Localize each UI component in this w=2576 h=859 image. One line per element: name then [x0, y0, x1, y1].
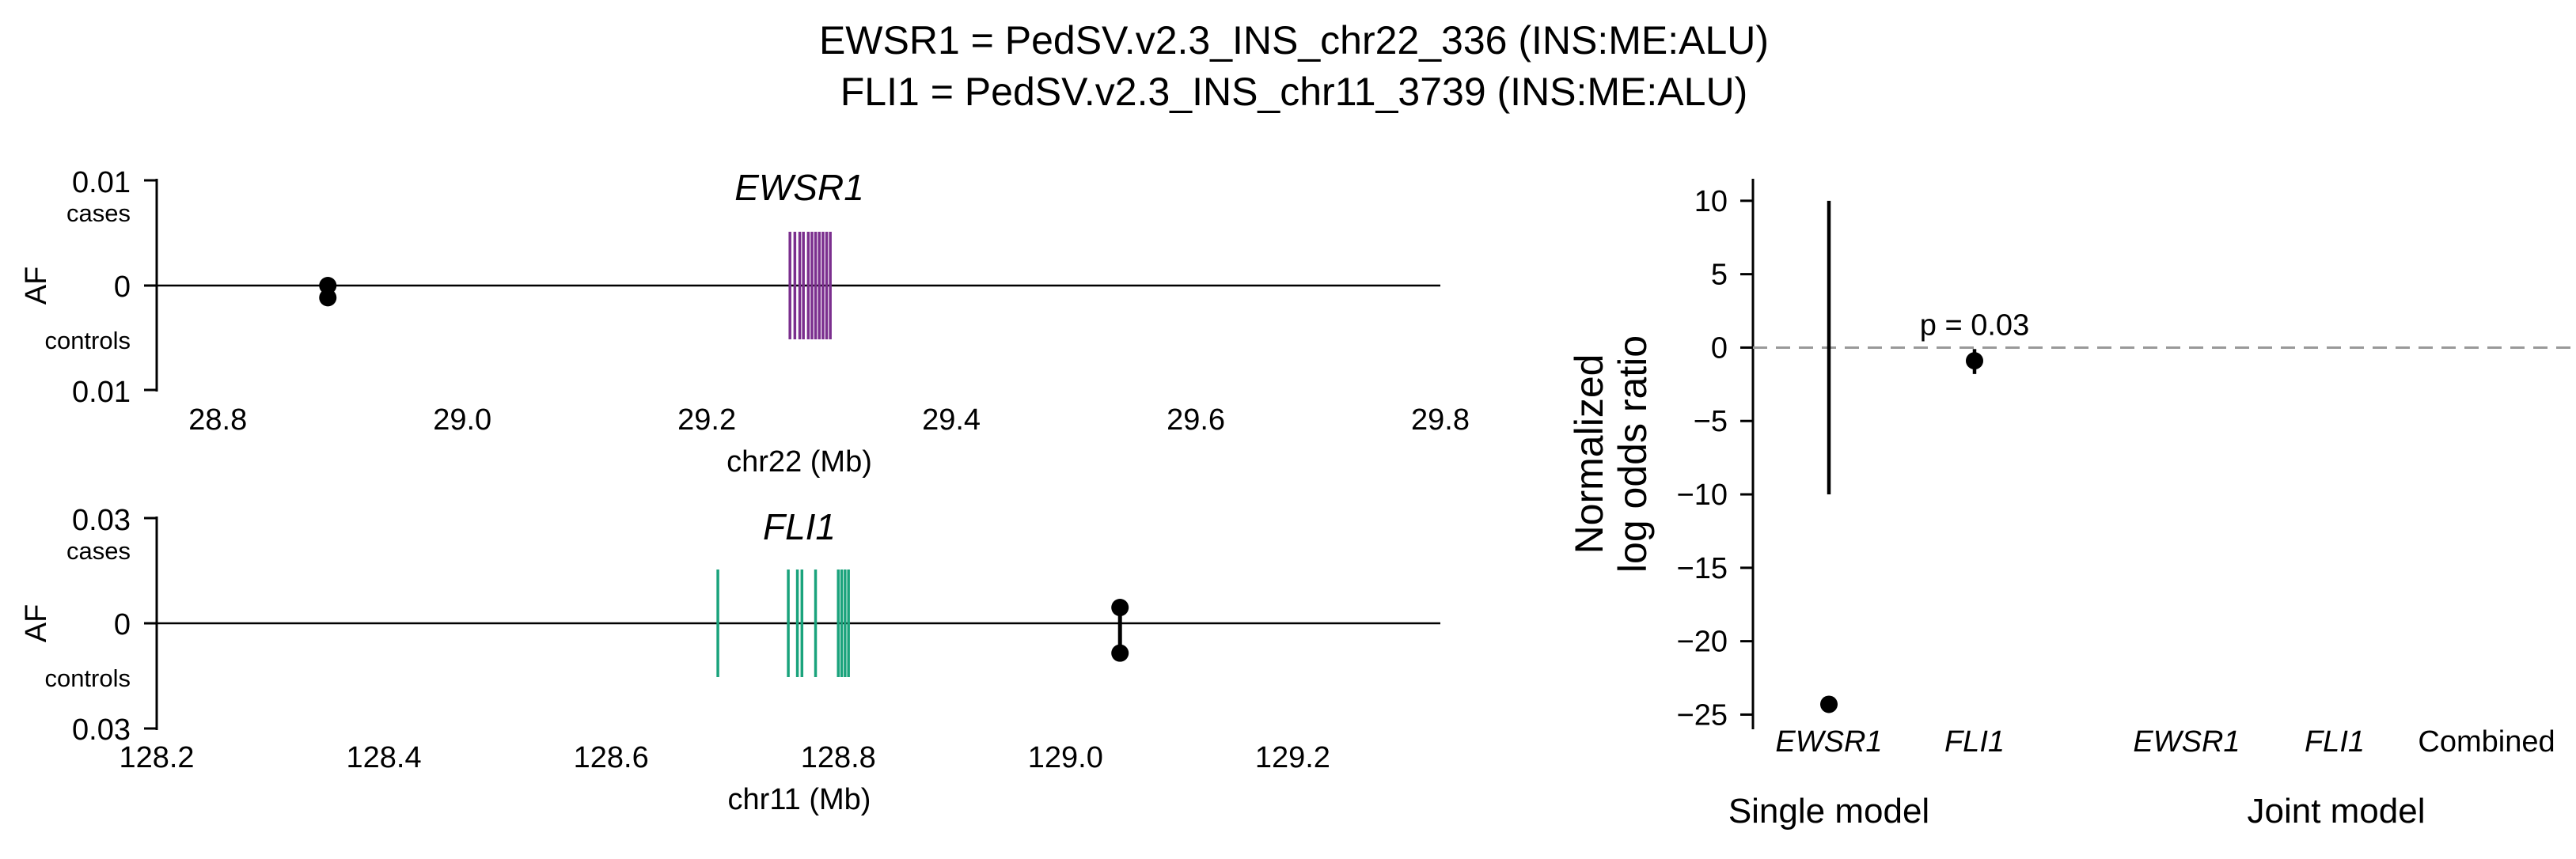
odds-y-tick-label-7: −25 [1677, 698, 1728, 732]
odds-category-label-4: Combined [2418, 725, 2555, 759]
odds-points: p = 0.03 [1820, 200, 2029, 713]
fli1-y-tick-label-top: 0.03 [72, 504, 131, 537]
ewsr1-y-tick-label-mid: 0 [114, 271, 131, 304]
fli1-panel: 0.03 cases 0 controls 0.03 AF FLI1 128.2… [20, 504, 1440, 816]
ewsr1-controls-label: controls [44, 327, 131, 354]
odds-y-axis-label-line2: log odds ratio [1610, 335, 1655, 573]
odds-category-label-0: EWSR1 [1775, 725, 1882, 759]
odds-y-tick-label-2: 0 [1711, 331, 1728, 365]
ewsr1-x-tick-label-3: 29.4 [922, 403, 981, 437]
odds-y-tick-label-0: 10 [1694, 185, 1728, 218]
fli1-x-ticks: 128.2 128.4 128.6 128.8 129.0 129.2 [119, 741, 1330, 774]
odds-y-axis-label-line1: Normalized [1567, 354, 1611, 554]
odds-y-tick-label-4: −10 [1677, 479, 1728, 512]
odds-y-tick-label-5: −15 [1677, 552, 1728, 585]
odds-categories: EWSR1 FLI1 EWSR1 FLI1 Combined [1775, 725, 2555, 759]
ewsr1-variant-cases-point-0 [319, 277, 337, 294]
fli1-controls-label: controls [44, 664, 131, 692]
fli1-y-tick-label-bottom: 0.03 [72, 713, 131, 747]
ewsr1-y-tick-label-top: 0.01 [72, 166, 131, 199]
fli1-x-tick-label-4: 129.0 [1028, 741, 1103, 774]
ewsr1-cases-label: cases [66, 199, 131, 227]
figure-title-line2: FLI1 = PedSV.v2.3_INS_chr11_3739 (INS:ME… [840, 70, 1747, 114]
odds-category-label-1: FLI1 [1944, 725, 2005, 759]
fli1-x-tick-label-2: 128.6 [574, 741, 649, 774]
fli1-x-tick-label-5: 129.2 [1255, 741, 1330, 774]
ewsr1-x-tick-label-1: 29.0 [433, 403, 491, 437]
group-label-single-model: Single model [1728, 792, 1929, 831]
fli1-cases-label: cases [66, 537, 131, 565]
fli1-y-tick-label-mid: 0 [114, 608, 131, 641]
odds-y-tick-label-1: 5 [1711, 259, 1728, 292]
odds-y-tick-label-3: −5 [1694, 405, 1728, 438]
ewsr1-x-axis-label: chr22 (Mb) [727, 445, 872, 479]
fli1-y-axis-label: AF [20, 604, 53, 643]
ewsr1-y-tick-label-bottom: 0.01 [72, 376, 131, 409]
fli1-gene-label: FLI1 [763, 506, 836, 547]
odds-category-label-3: FLI1 [2305, 725, 2365, 759]
fli1-gene-model [716, 570, 850, 677]
fli1-x-tick-label-3: 128.8 [801, 741, 876, 774]
fli1-variant-cases-point-0 [1111, 599, 1129, 617]
ewsr1-gene-model [788, 232, 832, 339]
odds-category-label-2: EWSR1 [2133, 725, 2240, 759]
odds-point-0 [1820, 695, 1838, 713]
ewsr1-x-tick-label-2: 29.2 [677, 403, 736, 437]
ewsr1-y-axis-label: AF [20, 267, 53, 305]
ewsr1-x-tick-label-0: 28.8 [188, 403, 247, 437]
figure-title-line1: EWSR1 = PedSV.v2.3_INS_chr22_336 (INS:ME… [819, 18, 1769, 62]
odds-point-1 [1966, 352, 1983, 370]
fli1-x-axis-label: chr11 (Mb) [728, 783, 871, 816]
fli1-variant-controls-point-0 [1111, 644, 1129, 662]
ewsr1-x-tick-label-4: 29.6 [1167, 403, 1225, 437]
ewsr1-variants [319, 277, 337, 307]
odds-pvalue-label-1: p = 0.03 [1920, 308, 2029, 342]
odds-ratio-panel: 10 5 0 −5 −10 −15 −20 −25 Normalized log odds r… [1567, 179, 2572, 831]
ewsr1-gene-label: EWSR1 [734, 167, 864, 208]
ewsr1-x-tick-label-5: 29.8 [1411, 403, 1470, 437]
odds-y-ticks: 10 5 0 −5 −10 −15 −20 −25 [1677, 185, 1753, 732]
fli1-variants [1111, 599, 1129, 662]
odds-y-tick-label-6: −20 [1677, 626, 1728, 659]
ewsr1-panel: 0.01 cases 0 controls 0.01 AF EWSR1 28.8… [20, 166, 1470, 479]
group-label-joint-model: Joint model [2247, 792, 2425, 831]
fli1-x-tick-label-0: 128.2 [119, 741, 194, 774]
fli1-x-tick-label-1: 128.4 [347, 741, 422, 774]
ewsr1-variant-controls-point-0 [319, 289, 337, 307]
ewsr1-x-ticks: 28.8 29.0 29.2 29.4 29.6 29.8 [188, 403, 1470, 437]
